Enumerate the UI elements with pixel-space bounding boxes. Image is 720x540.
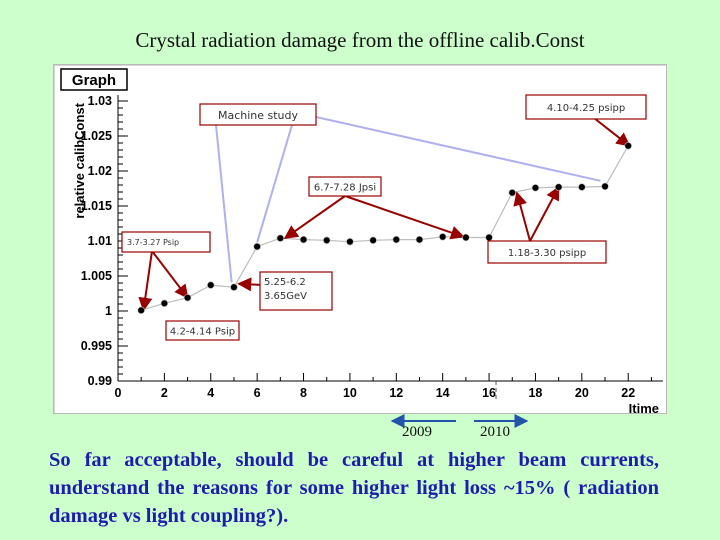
y-tick-label: 0.995 <box>81 339 112 353</box>
annotation-box <box>199 103 317 126</box>
data-point <box>531 184 540 192</box>
x-tick-label: 20 <box>575 386 589 400</box>
data-point <box>554 183 563 191</box>
data-point <box>508 188 516 197</box>
annotation-box <box>308 176 382 197</box>
annotation-box <box>487 240 607 264</box>
y-tick-label: 1 <box>105 304 112 318</box>
x-axis-title: Itime <box>629 401 659 413</box>
x-tick-label: 16 <box>482 386 496 400</box>
machine-study-line <box>215 124 233 283</box>
data-point <box>276 234 285 242</box>
y-axis-title: relative calibConst <box>72 102 87 218</box>
data-point <box>207 281 215 289</box>
machine-study-line <box>256 124 293 243</box>
annotation-arrow <box>593 117 631 147</box>
data-point <box>323 236 331 245</box>
x-tick-label: 0 <box>115 386 122 400</box>
x-tick-label: 14 <box>436 386 450 400</box>
annotation-arrow <box>283 195 346 240</box>
chart-panel: Graph 0 2 4 6 8 10 12 14 16 18 20 22 0.99 0.995 1 1.005 1… <box>53 64 667 414</box>
annotation-label: 5.25-6.2 <box>264 277 306 288</box>
annotation-arrow <box>513 191 531 242</box>
annotation-arrow <box>344 195 465 240</box>
chart-svg: Graph 0 2 4 6 8 10 12 14 16 18 20 22 0.99 0.995 1 1.005 1… <box>60 68 663 413</box>
x-tick-label: 12 <box>389 386 403 400</box>
annotation-label: 3.65GeV <box>264 291 307 302</box>
data-point <box>183 294 192 302</box>
annotation-box <box>121 231 211 253</box>
data-point <box>415 235 424 244</box>
annotation-label: 6.7-7.28 Jpsi <box>314 183 376 194</box>
data-point <box>346 238 354 246</box>
annotation-label: 1.18-3.30 psipp <box>508 248 586 259</box>
annotation-box <box>525 94 647 120</box>
y-tick-label: 1.025 <box>81 129 112 143</box>
annotation-arrow <box>138 250 153 312</box>
machine-study-line <box>315 116 601 182</box>
y-tick-label: 1.005 <box>81 269 112 283</box>
annotation-box <box>259 271 333 311</box>
data-point <box>160 299 169 308</box>
data-point <box>601 182 609 191</box>
y-tick-label: 0.99 <box>88 374 112 388</box>
data-point <box>253 242 261 251</box>
y-tick-label: 1.015 <box>81 199 112 213</box>
y-tick-label: 1.01 <box>88 234 112 248</box>
year-label-2010: 2010 <box>480 424 510 440</box>
annotation-label: 4.10-4.25 psipp <box>547 103 625 114</box>
annotation-label: 3.7-3.27 Psip <box>127 238 179 247</box>
y-tick-label: 1.02 <box>88 164 112 178</box>
data-point <box>438 233 447 241</box>
data-point <box>369 236 377 245</box>
annotation-arrow <box>151 250 189 299</box>
y-tick-label: 1.03 <box>88 94 112 108</box>
x-tick-label: 22 <box>621 386 635 400</box>
data-point <box>392 235 400 244</box>
x-tick-label: 2 <box>161 386 168 400</box>
slide-title: Crystal radiation damage from the offlin… <box>135 28 585 52</box>
annotation-label: 4.2-4.14 Psip <box>170 327 235 338</box>
annotation-arrow <box>237 277 263 292</box>
graph-label-box <box>60 68 128 91</box>
annotation-label: Machine study <box>218 109 299 122</box>
data-point <box>485 233 493 242</box>
graph-label: Graph <box>72 72 116 89</box>
x-tick-label: 10 <box>343 386 357 400</box>
conclusion-text: So far acceptable, should be careful at … <box>49 449 659 527</box>
x-tick-label: 4 <box>207 386 214 400</box>
year-label-2009: 2009 <box>402 424 432 440</box>
annotation-arrow <box>529 185 560 242</box>
x-tick-label: 8 <box>300 386 307 400</box>
data-point <box>624 142 632 150</box>
data-point <box>462 233 470 242</box>
x-tick-label: 6 <box>254 386 261 400</box>
x-tick-label: 18 <box>528 386 542 400</box>
annotation-box <box>165 320 240 341</box>
data-point <box>137 306 145 315</box>
data-point <box>230 283 238 291</box>
data-point <box>578 183 586 191</box>
data-point <box>299 235 308 244</box>
